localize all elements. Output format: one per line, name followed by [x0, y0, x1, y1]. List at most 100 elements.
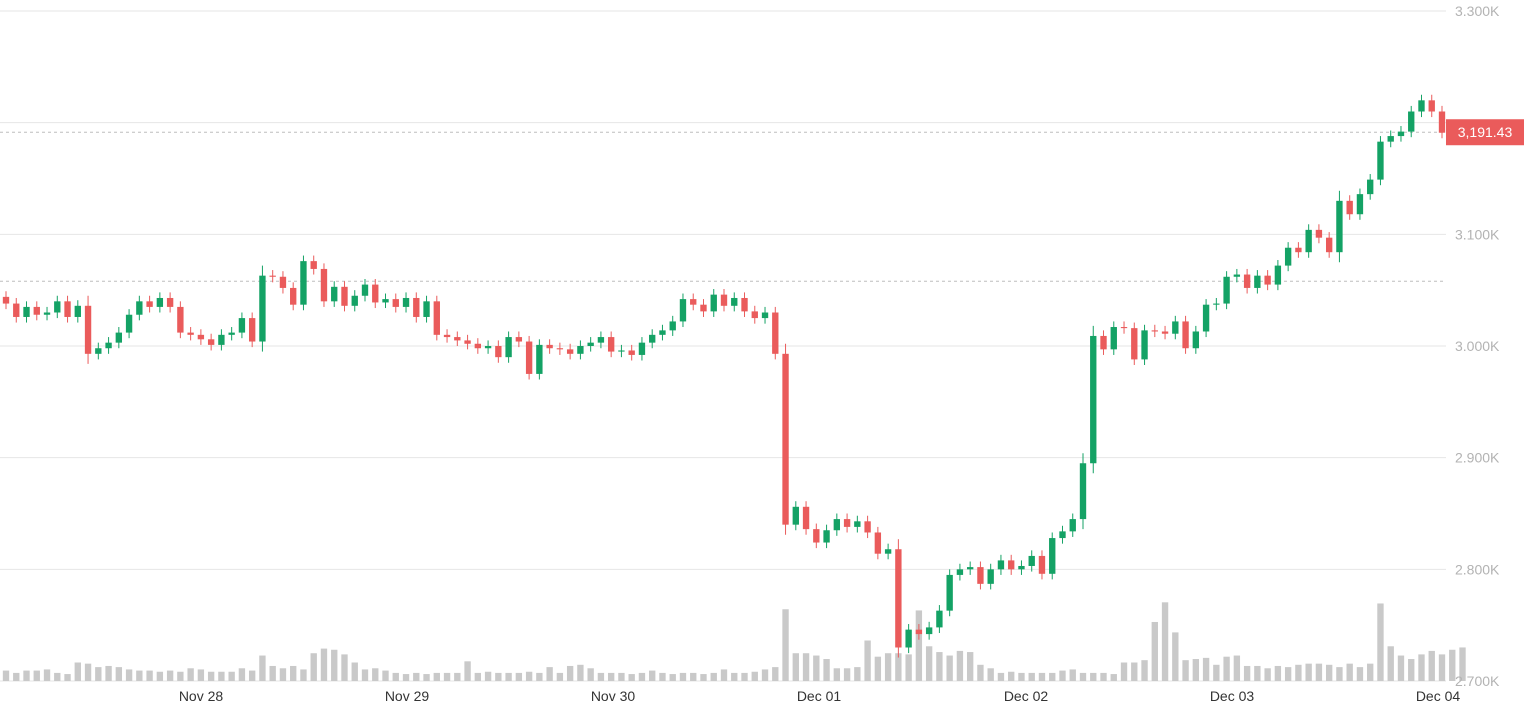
candle: [1377, 136, 1384, 186]
candle-body: [1325, 237, 1333, 253]
candle-body: [751, 311, 758, 319]
volume-bar: [361, 669, 369, 681]
candle: [290, 282, 297, 311]
candle-body: [423, 301, 430, 317]
candle: [351, 290, 358, 312]
volume-bar: [259, 655, 266, 681]
volume-bar: [536, 672, 543, 681]
reference-lines: [0, 131, 1446, 282]
candle: [546, 339, 553, 354]
volume-bar: [669, 674, 676, 681]
candle-body: [1100, 335, 1107, 350]
volume-bar: [1418, 654, 1425, 681]
volume-bar: [843, 668, 851, 681]
candle: [156, 292, 164, 313]
candle-body: [433, 301, 440, 335]
volume-bar: [402, 674, 410, 681]
candle: [1274, 260, 1282, 291]
volume-bar: [1397, 655, 1405, 681]
volume-bar: [382, 670, 389, 681]
candle: [187, 327, 194, 341]
volume-bar: [207, 671, 215, 681]
candle-body: [464, 340, 471, 344]
volume-bar: [700, 674, 707, 681]
candle: [43, 306, 51, 321]
candle: [197, 329, 205, 345]
candle: [618, 344, 625, 358]
candle-body: [1182, 321, 1189, 349]
candle-body: [279, 276, 287, 288]
volume-bar: [474, 672, 482, 681]
candle-body: [95, 348, 102, 354]
candle-body: [1049, 538, 1056, 574]
candle: [300, 255, 307, 311]
volume-bar: [1367, 663, 1374, 681]
candle-body: [761, 312, 769, 319]
candle: [802, 501, 810, 535]
volume-bar: [741, 672, 748, 681]
volume-bar: [1120, 662, 1128, 681]
candle: [1213, 297, 1220, 311]
candle-body: [833, 519, 841, 531]
candle: [1028, 550, 1035, 572]
candle: [1397, 126, 1405, 142]
volume-bar: [320, 648, 328, 681]
candle-body: [505, 337, 512, 358]
candle-body: [259, 275, 266, 342]
volume-bar: [1100, 672, 1107, 681]
candle: [1090, 325, 1097, 474]
candle-body: [310, 261, 317, 269]
candle: [1018, 560, 1025, 575]
candle: [228, 327, 235, 341]
candle: [1243, 268, 1251, 294]
candle-body: [895, 549, 902, 648]
candle: [248, 312, 256, 348]
volume-bar: [238, 668, 246, 681]
volume-bar: [74, 662, 81, 681]
grid-lines: [0, 10, 1446, 682]
candle: [792, 501, 799, 531]
candle: [843, 513, 851, 533]
volume-bar: [751, 671, 758, 681]
volume-bar: [177, 671, 184, 681]
volume-bar: [566, 665, 574, 681]
candle: [95, 342, 102, 360]
volume-bar: [156, 671, 164, 681]
candle-body: [1264, 275, 1271, 285]
candle-body: [1397, 131, 1405, 137]
volume-bar: [218, 671, 225, 681]
candle: [372, 279, 379, 309]
last-price-badge: [1446, 119, 1524, 146]
candle: [474, 338, 482, 354]
y-tick-label: 2.900K: [1455, 450, 1500, 466]
candle-body: [1295, 247, 1302, 253]
volume-bar: [1377, 603, 1384, 681]
candle-body: [495, 346, 502, 358]
candle: [772, 306, 779, 360]
volume-bar: [607, 672, 615, 681]
candle: [392, 293, 399, 313]
candle-body: [813, 529, 820, 543]
candle-body: [690, 299, 697, 305]
candle-body: [782, 353, 789, 525]
candle-body: [1161, 331, 1169, 334]
candle: [997, 554, 1005, 575]
candle-body: [854, 521, 861, 527]
last-price-label: 3,191.43: [1458, 124, 1513, 140]
candle: [936, 605, 943, 633]
candle: [966, 561, 974, 575]
volume-bar: [1387, 646, 1394, 681]
candle-body: [1079, 463, 1087, 520]
volume-bar: [310, 653, 317, 681]
candle-body: [587, 342, 594, 346]
candle: [1325, 232, 1333, 258]
candle-body: [43, 312, 51, 315]
candle-body: [1008, 560, 1015, 570]
candle: [207, 333, 215, 351]
candle-body: [484, 346, 492, 349]
candle: [484, 340, 492, 354]
candle-body: [731, 297, 738, 306]
candle: [1182, 315, 1189, 354]
volume-bar: [125, 669, 133, 681]
